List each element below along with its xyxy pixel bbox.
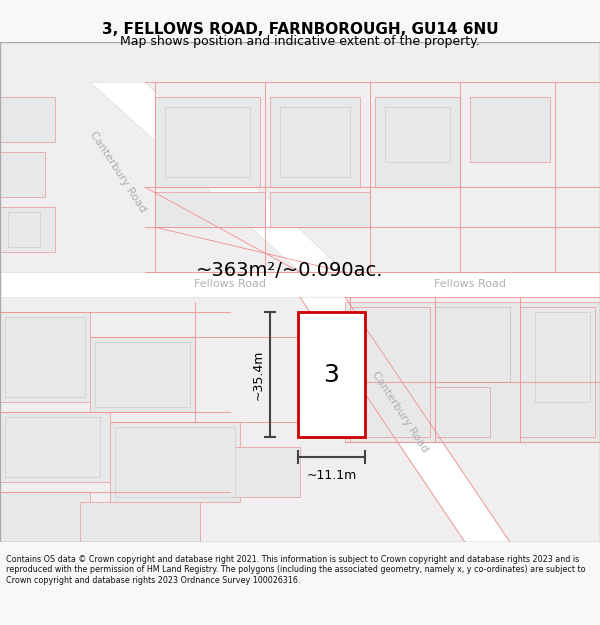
Polygon shape — [5, 418, 100, 478]
Text: Fellows Road: Fellows Road — [194, 279, 266, 289]
Polygon shape — [230, 448, 300, 498]
Polygon shape — [0, 492, 90, 542]
Polygon shape — [470, 98, 550, 162]
Polygon shape — [115, 428, 235, 498]
Polygon shape — [435, 388, 490, 438]
Polygon shape — [345, 302, 600, 442]
Polygon shape — [95, 342, 190, 408]
Polygon shape — [80, 503, 200, 542]
Polygon shape — [0, 312, 90, 402]
Polygon shape — [0, 412, 110, 482]
Text: ~35.4m: ~35.4m — [251, 349, 265, 400]
Polygon shape — [155, 192, 265, 228]
Bar — [298, 312, 365, 438]
Polygon shape — [0, 272, 600, 298]
Polygon shape — [435, 308, 510, 382]
Polygon shape — [270, 98, 360, 188]
Polygon shape — [0, 98, 55, 142]
Polygon shape — [90, 82, 345, 272]
Polygon shape — [270, 192, 370, 228]
Text: ~11.1m: ~11.1m — [307, 469, 356, 482]
Polygon shape — [0, 152, 45, 198]
Text: Map shows position and indicative extent of the property.: Map shows position and indicative extent… — [120, 35, 480, 48]
Polygon shape — [350, 308, 430, 438]
Text: Fellows Road: Fellows Road — [434, 279, 506, 289]
Text: Canterbury Road: Canterbury Road — [370, 370, 430, 454]
Polygon shape — [5, 318, 85, 398]
Polygon shape — [300, 298, 510, 542]
Polygon shape — [280, 107, 350, 177]
Polygon shape — [8, 213, 40, 248]
Polygon shape — [155, 98, 260, 188]
Text: 3, FELLOWS ROAD, FARNBOROUGH, GU14 6NU: 3, FELLOWS ROAD, FARNBOROUGH, GU14 6NU — [101, 22, 499, 38]
Polygon shape — [90, 338, 195, 412]
Polygon shape — [385, 107, 450, 162]
Polygon shape — [375, 98, 460, 188]
Text: ~363m²/~0.090ac.: ~363m²/~0.090ac. — [196, 261, 384, 280]
Polygon shape — [110, 422, 240, 502]
Polygon shape — [535, 312, 590, 402]
Polygon shape — [0, 208, 55, 252]
Text: Contains OS data © Crown copyright and database right 2021. This information is : Contains OS data © Crown copyright and d… — [6, 555, 586, 585]
Text: 3: 3 — [323, 362, 340, 387]
Text: Canterbury Road: Canterbury Road — [88, 130, 148, 214]
Polygon shape — [520, 308, 595, 438]
Polygon shape — [165, 107, 250, 177]
